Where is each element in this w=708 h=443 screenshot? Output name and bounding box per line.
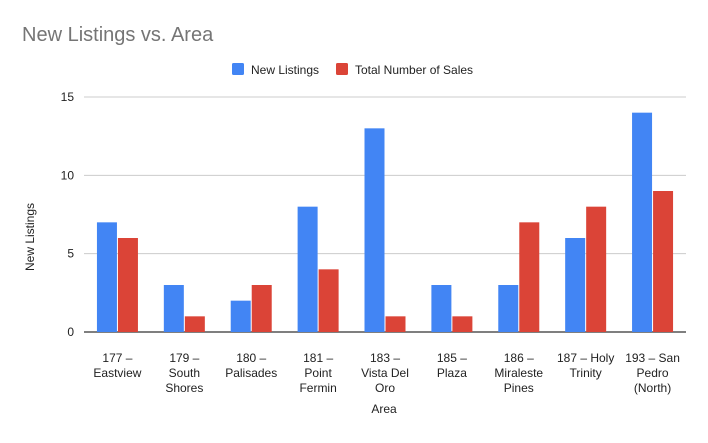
- legend-label: Total Number of Sales: [355, 63, 473, 77]
- bar-new-listings: [297, 206, 318, 332]
- x-tick-label: 186 – Miraleste Pines: [494, 351, 543, 395]
- bar-new-listings: [364, 128, 385, 332]
- x-tick-label: 187 – Holy Trinity: [557, 351, 614, 380]
- bar-new-listings: [431, 285, 452, 332]
- bar-total-sales: [385, 316, 406, 332]
- bars: [96, 112, 674, 333]
- bar-total-sales: [184, 316, 205, 332]
- y-tick-label: 15: [61, 90, 75, 104]
- bar-total-sales: [653, 191, 674, 332]
- y-tick-label: 5: [67, 247, 74, 261]
- y-tick-label: 0: [67, 325, 74, 339]
- legend-label: New Listings: [251, 63, 319, 77]
- legend: New Listings Total Number of Sales: [232, 63, 473, 77]
- bar-new-listings: [96, 222, 117, 332]
- y-tick-label: 10: [61, 168, 75, 182]
- y-axis-label: New Listings: [23, 203, 37, 271]
- x-tick-label: 185 – Plaza: [437, 351, 467, 380]
- bar-new-listings: [565, 238, 586, 332]
- x-tick-label: 180 – Palisades: [225, 351, 277, 380]
- x-tick-label: 177 – Eastview: [93, 351, 141, 380]
- bar-new-listings: [498, 285, 519, 332]
- bar-total-sales: [318, 269, 339, 332]
- legend-swatch: [232, 63, 244, 75]
- bar-total-sales: [452, 316, 473, 332]
- bar-total-sales: [117, 238, 138, 332]
- x-tick-label: 193 – San Pedro (North): [625, 351, 680, 395]
- x-tick-label: 179 – South Shores: [165, 351, 203, 395]
- x-tick-label: 181 – Point Fermin: [299, 351, 336, 395]
- chart-title: New Listings vs. Area: [22, 24, 214, 46]
- bar-new-listings: [632, 112, 653, 333]
- y-axis-ticks: 0 5 10 15: [61, 90, 75, 339]
- x-tick-label: 183 – Vista Del Oro: [361, 351, 409, 395]
- bar-new-listings: [163, 285, 184, 332]
- bar-new-listings: [230, 300, 251, 332]
- bar-total-sales: [251, 285, 272, 332]
- x-axis-ticks: 177 – Eastview 179 – South Shores 180 – Palisa…: [93, 351, 679, 395]
- bar-total-sales: [519, 222, 540, 332]
- bar-total-sales: [586, 206, 607, 332]
- legend-swatch: [336, 63, 348, 75]
- x-axis-label: Area: [371, 402, 397, 416]
- gridlines: [84, 96, 686, 333]
